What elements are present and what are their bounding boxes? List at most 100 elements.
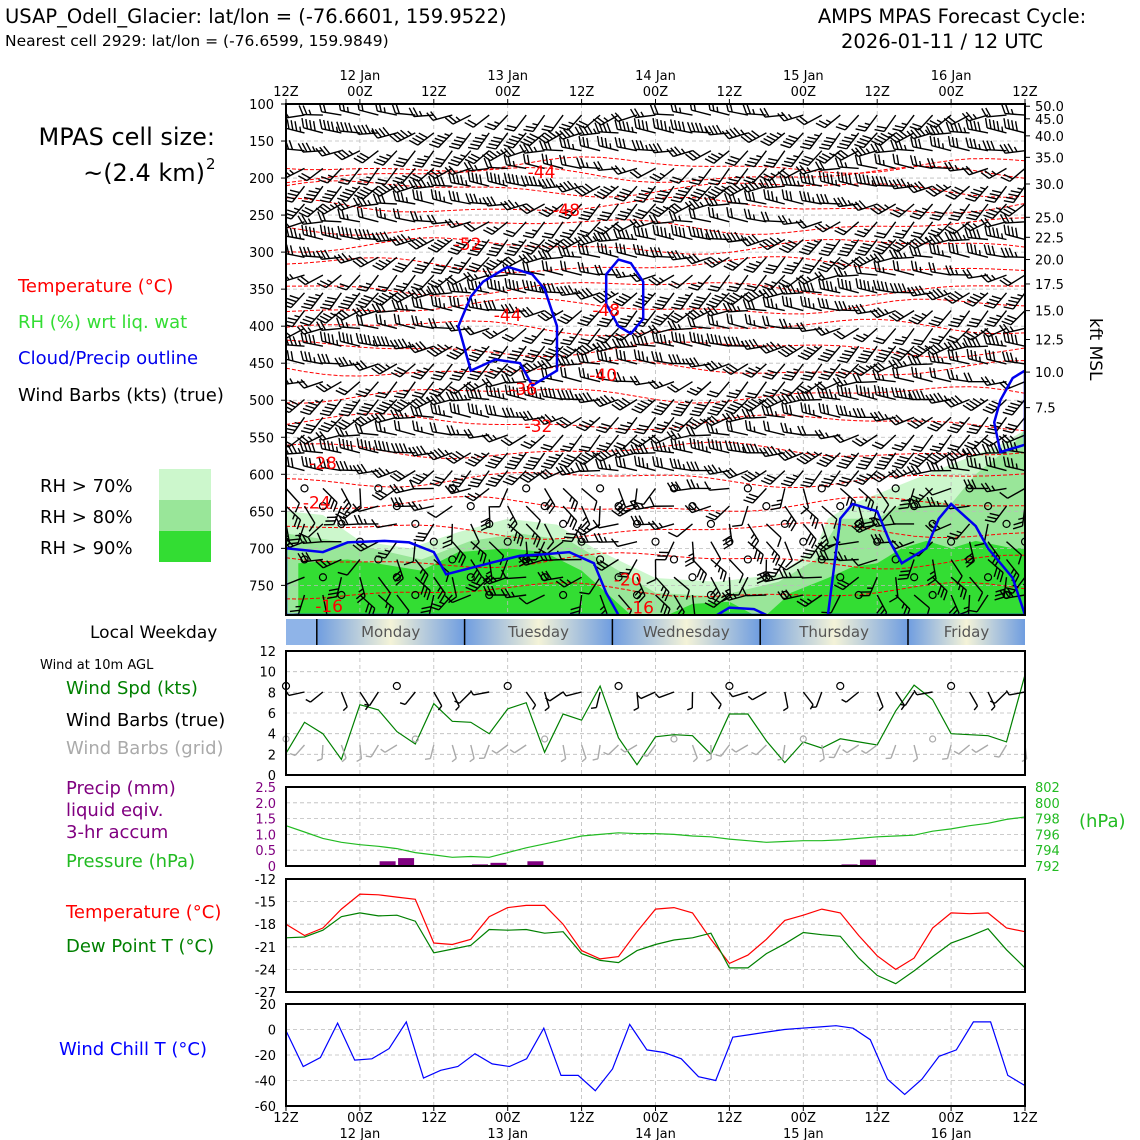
barb-half [298, 340, 302, 347]
barb-flag [490, 458, 501, 463]
barb-flag [449, 351, 459, 358]
barb-flag [515, 174, 520, 185]
barb-flag [507, 199, 516, 208]
barb-flag [319, 412, 330, 417]
barb-flag [429, 143, 439, 149]
barb-flag [359, 306, 368, 315]
barb-half [512, 160, 516, 167]
barb-flag [287, 424, 298, 428]
barb-shaft [286, 310, 287, 328]
barb-flag [507, 356, 518, 360]
barb-flag [489, 172, 493, 183]
wind-barb [298, 167, 324, 182]
barb-flag [322, 196, 333, 200]
barb-flag [506, 124, 517, 129]
wind-barb [465, 452, 490, 467]
barb-flag [286, 350, 290, 361]
barb-flag [359, 256, 369, 264]
wind-barb [445, 390, 471, 402]
barb-flag [483, 264, 493, 271]
wind-barb [501, 569, 527, 580]
barb-flag [320, 176, 331, 181]
barb-flag [497, 174, 501, 185]
barb-flag [452, 296, 456, 307]
barb-flag [497, 388, 501, 398]
barb-flag [437, 393, 446, 402]
barb-flag [489, 368, 500, 374]
barb-flag [303, 196, 314, 200]
barb-flag [298, 105, 304, 115]
barb-flag [377, 178, 388, 182]
barb-flag [400, 192, 405, 202]
barb-flag [456, 174, 460, 185]
barb-flag [391, 104, 397, 114]
wind-barb [286, 416, 306, 435]
wind-barb [371, 231, 397, 243]
wind-barb [470, 541, 487, 565]
wind-barb [372, 256, 398, 271]
barb-flag [523, 138, 533, 144]
barb-flag [332, 502, 338, 512]
wind-barb [504, 239, 527, 257]
wind-barb [297, 142, 323, 153]
barb-flag [342, 356, 349, 366]
wind-barb [482, 196, 508, 207]
barb-flag [416, 369, 427, 374]
barb-flag [371, 367, 381, 375]
barb-flag [363, 402, 374, 407]
barb-flag [341, 104, 346, 112]
barb-flag [415, 297, 419, 308]
barb-flag [535, 537, 541, 548]
barb-shaft [307, 523, 324, 538]
barb-flag [393, 472, 403, 480]
wind-barb [407, 287, 434, 300]
wind-barb [392, 208, 416, 223]
wind-barb [333, 149, 361, 161]
barb-half [289, 169, 295, 175]
wind-barb [463, 161, 490, 172]
barb-flag [303, 441, 308, 452]
barb-half [474, 492, 481, 497]
wind-barb [320, 292, 342, 310]
barb-flag [398, 497, 404, 507]
wind-barb [451, 541, 467, 566]
barb-flag [471, 581, 481, 587]
barb-flag [381, 183, 391, 191]
barb-flag [320, 424, 331, 430]
wind-barb [483, 221, 509, 236]
barb-half [326, 560, 331, 566]
barb-flag [451, 374, 462, 378]
barb-flag [323, 145, 331, 155]
barb-flag [326, 458, 331, 469]
barb-flag [379, 302, 386, 313]
barb-flag [426, 112, 434, 121]
wind-barb [426, 284, 453, 296]
barb-shaft [286, 416, 287, 434]
wind-barb [373, 399, 398, 415]
wind-barb [467, 402, 490, 418]
wind-barb [317, 211, 342, 223]
barb-flag [504, 278, 508, 288]
wind-barb [446, 345, 472, 360]
barb-flag [389, 607, 395, 615]
barb-flag [436, 176, 441, 186]
barb-flag [322, 203, 332, 211]
barb-half [388, 292, 395, 296]
barb-flag [516, 533, 521, 544]
barb-flag [360, 463, 368, 473]
barb-flag [336, 286, 347, 291]
barb-flag [322, 409, 333, 414]
wind-barb [489, 488, 509, 508]
barb-flag [458, 553, 464, 563]
barb-flag [366, 229, 372, 240]
top-date-label: 13 Jan [487, 69, 528, 84]
barb-flag [467, 376, 478, 381]
barb-flag [449, 386, 459, 393]
barb-flag [330, 499, 335, 510]
barb-shaft [346, 559, 361, 576]
wind-barb [372, 193, 397, 205]
barb-flag [508, 279, 512, 289]
barb-flag [338, 413, 349, 417]
barb-flag [266, 121, 271, 131]
barb-flag [335, 460, 341, 471]
